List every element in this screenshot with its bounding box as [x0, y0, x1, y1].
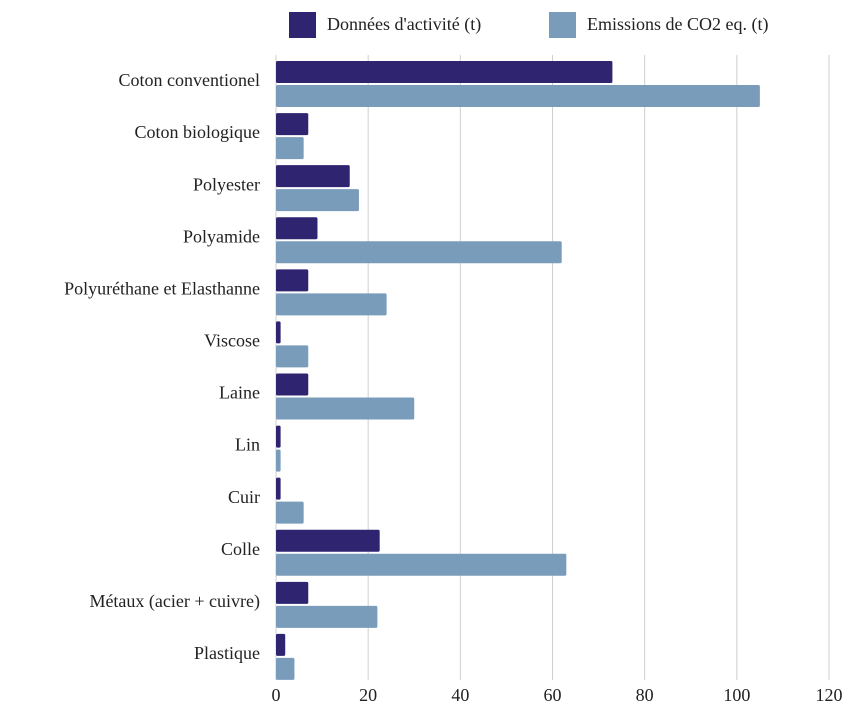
bar [276, 241, 562, 264]
bar [276, 61, 613, 83]
y-tick-label: Polyuréthane et Elasthanne [64, 278, 260, 298]
bar [276, 113, 309, 136]
legend-label: Emissions de CO2 eq. (t) [587, 14, 769, 35]
bar [276, 449, 281, 472]
bar [276, 165, 350, 188]
bar [276, 581, 309, 604]
y-tick-label: Coton conventionel [119, 70, 260, 90]
bar [276, 137, 304, 160]
bar [276, 633, 286, 656]
y-tick-label: Colle [221, 539, 260, 559]
bar [276, 373, 309, 396]
x-tick-label: 40 [451, 685, 469, 705]
y-tick-label: Cuir [228, 487, 260, 507]
x-tick-label: 20 [359, 685, 377, 705]
bar [276, 529, 380, 552]
y-tick-label: Polyester [193, 174, 260, 194]
y-tick-label: Plastique [194, 643, 260, 663]
bar [276, 553, 567, 576]
bar [276, 397, 415, 420]
legend-swatch [289, 12, 316, 38]
bar [276, 217, 318, 240]
bar [276, 425, 281, 448]
bar [276, 477, 281, 500]
x-tick-label: 80 [636, 685, 654, 705]
bar [276, 85, 760, 107]
bar [276, 269, 309, 292]
x-tick-label: 0 [272, 685, 281, 705]
legend-label: Données d'activité (t) [327, 14, 481, 35]
bar [276, 501, 304, 524]
y-tick-label: Polyamide [183, 226, 260, 246]
y-tick-label: Lin [235, 435, 260, 455]
bar [276, 189, 359, 212]
legend-swatch [549, 12, 576, 38]
x-tick-label: 120 [816, 685, 843, 705]
bar [276, 605, 378, 628]
bar [276, 657, 295, 680]
y-tick-label: Laine [219, 383, 260, 403]
y-tick-label: Coton biologique [135, 122, 261, 142]
y-tick-label: Métaux (acier + cuivre) [89, 591, 260, 612]
bar [276, 321, 281, 344]
x-tick-label: 60 [544, 685, 562, 705]
bar [276, 293, 387, 316]
y-tick-label: Viscose [204, 331, 260, 351]
bar [276, 345, 309, 368]
x-tick-label: 100 [723, 685, 750, 705]
